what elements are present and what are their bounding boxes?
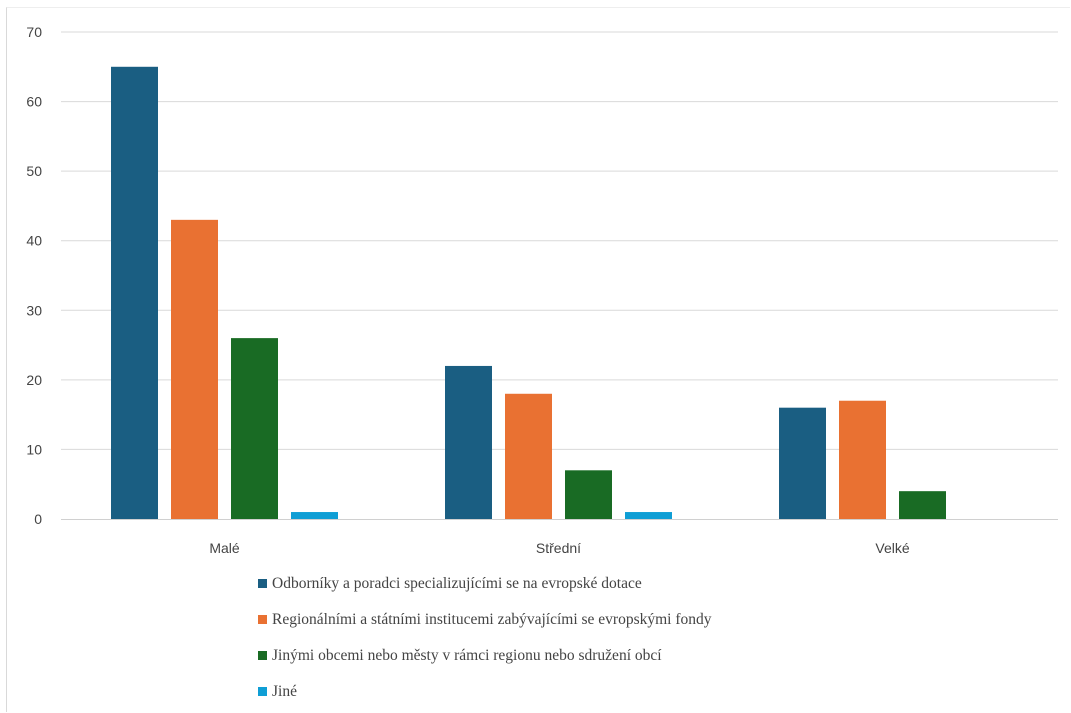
bar <box>291 512 338 519</box>
y-tick-label: 70 <box>26 24 42 40</box>
legend: Odborníky a poradci specializujícími se … <box>258 575 712 700</box>
y-tick-label: 60 <box>26 94 42 110</box>
legend-swatch <box>258 579 267 588</box>
legend-swatch <box>258 687 267 696</box>
bar <box>625 512 672 519</box>
bar <box>839 400 886 519</box>
x-category-label: Malé <box>209 540 240 556</box>
y-tick-label: 30 <box>26 302 42 318</box>
bar <box>505 393 552 519</box>
legend-label: Jiné <box>272 683 297 700</box>
chart-frame <box>6 7 1070 712</box>
y-tick-label: 0 <box>34 511 42 527</box>
legend-item: Regionálními a státními institucemi zabý… <box>258 611 712 628</box>
x-category-label: Střední <box>536 540 581 556</box>
bar <box>171 219 218 520</box>
bar <box>565 470 612 519</box>
y-tick-label: 40 <box>26 233 42 249</box>
bars <box>111 66 946 520</box>
bar <box>231 338 278 519</box>
y-axis-tick-labels: 0 10 20 30 40 50 60 70 <box>26 24 42 527</box>
legend-item: Odborníky a poradci specializujícími se … <box>258 575 642 592</box>
bar <box>779 407 826 519</box>
legend-label: Odborníky a poradci specializujícími se … <box>272 575 642 592</box>
x-category-label: Velké <box>875 540 909 556</box>
legend-item: Jiné <box>258 683 297 700</box>
legend-item: Jinými obcemi nebo městy v rámci regionu… <box>258 647 662 664</box>
legend-label: Jinými obcemi nebo městy v rámci regionu… <box>272 647 662 664</box>
legend-label: Regionálními a státními institucemi zabý… <box>272 611 712 628</box>
gridlines <box>61 31 1058 450</box>
y-tick-label: 20 <box>26 372 42 388</box>
bar <box>111 66 158 520</box>
legend-swatch <box>258 615 267 624</box>
bar <box>445 365 492 519</box>
y-tick-label: 10 <box>26 441 42 457</box>
x-axis-category-labels: Malé Střední Velké <box>209 540 910 556</box>
legend-swatch <box>258 651 267 660</box>
y-tick-label: 50 <box>26 163 42 179</box>
bar <box>899 491 946 519</box>
